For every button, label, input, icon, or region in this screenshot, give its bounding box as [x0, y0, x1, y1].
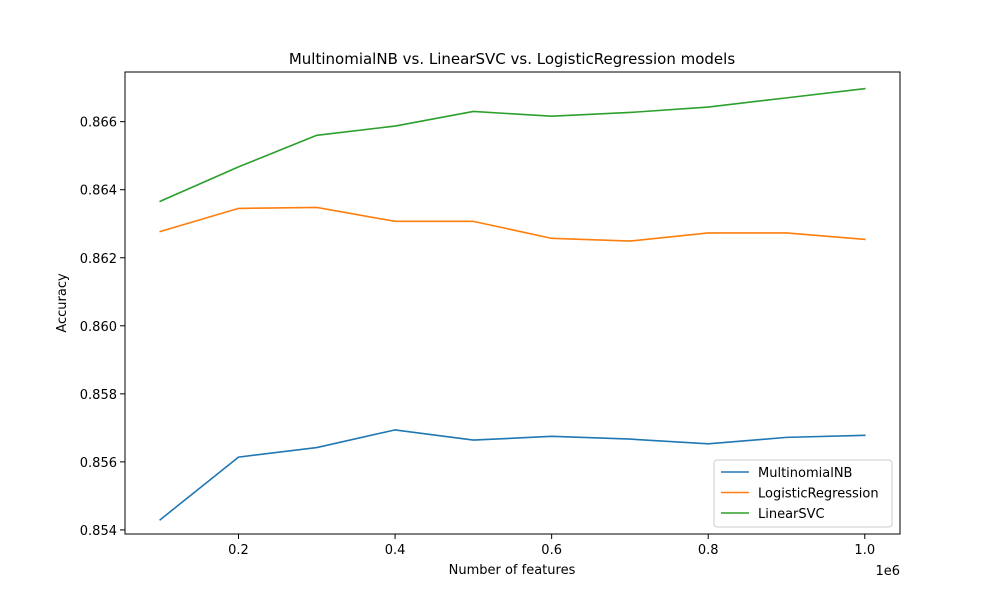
- series-line-logisticregression: [159, 206, 866, 242]
- legend-box: [713, 459, 893, 528]
- series-line-multinomialnb: [159, 429, 866, 521]
- chart-title: MultinomialNB vs. LinearSVC vs. Logistic…: [289, 50, 735, 68]
- x-tick-label: 0.2: [228, 543, 249, 558]
- y-tick-label: 0.864: [80, 184, 117, 199]
- legend-label: LogisticRegression: [758, 487, 879, 502]
- legend-label: LinearSVC: [758, 507, 825, 522]
- legend-label: MultinomialNB: [758, 466, 852, 481]
- axes-frame: [124, 71, 901, 535]
- y-tick-label: 0.856: [80, 456, 117, 471]
- y-tick-label: 0.866: [80, 116, 117, 131]
- y-tick-label: 0.858: [80, 388, 117, 403]
- legend: MultinomialNB LogisticRegression LinearSVC: [713, 459, 893, 528]
- legend-item-multinomialnb: MultinomialNB: [721, 466, 852, 481]
- series-logisticregression: [159, 206, 866, 242]
- plot-area: [159, 87, 866, 521]
- legend-item-logisticregression: LogisticRegression: [721, 487, 879, 502]
- y-axis-label: Accuracy: [55, 273, 70, 333]
- y-axis: 0.854 0.856 0.858 0.860 0.862 0.864 0.866: [80, 116, 125, 539]
- series-multinomialnb: [159, 429, 866, 521]
- x-tick-label: 0.4: [385, 543, 406, 558]
- series-linearsvc: [159, 87, 866, 203]
- y-tick-label: 0.862: [80, 252, 117, 267]
- x-axis-label: Number of features: [449, 563, 576, 578]
- y-tick-label: 0.854: [80, 524, 117, 539]
- x-tick-label: 1.0: [854, 543, 875, 558]
- x-axis: 0.2 0.4 0.6 0.8 1.0: [228, 534, 875, 558]
- series-line-linearsvc: [159, 87, 866, 203]
- x-tick-label: 0.6: [541, 543, 562, 558]
- y-tick-label: 0.860: [80, 320, 117, 335]
- x-tick-label: 0.8: [698, 543, 719, 558]
- legend-item-linearsvc: LinearSVC: [721, 507, 825, 522]
- x-axis-offset-label: 1e6: [875, 564, 900, 579]
